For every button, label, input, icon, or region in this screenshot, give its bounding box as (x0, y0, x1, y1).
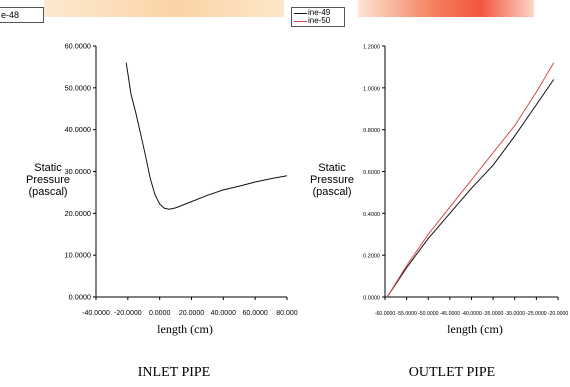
outlet-series-line-0 (386, 79, 555, 298)
inlet-ytick-label: 10.0000 (65, 251, 91, 260)
outlet-ytick-label: 0.8000 (363, 128, 380, 134)
right-x-axis-label: length (cm) (447, 322, 503, 336)
right-y-axis-label: Static Pressure (pascal) (302, 162, 362, 198)
right-ylabel-line-1: Static (318, 162, 346, 174)
right-ylabel-line-3: (pascal) (312, 186, 352, 198)
outlet-ytick-label: 1.2000 (363, 45, 380, 51)
inlet-xtick-label: 60.0000 (243, 310, 268, 317)
outlet-xtick-label: -25.0000 (526, 311, 547, 317)
outlet-xtick-label: -55.0000 (396, 311, 417, 317)
outlet-xtick-label: -50.0000 (418, 311, 439, 317)
outlet-series-line-1 (386, 62, 555, 298)
legend-swatch-ine-49 (294, 13, 307, 14)
inlet-ytick-label: 0.0000 (69, 293, 91, 302)
header-banner-left (44, 0, 284, 17)
outlet-ytick-label: 0.6000 (363, 170, 380, 176)
outlet-xtick-label: -35.0000 (483, 311, 504, 317)
legend-left-label: e-48 (1, 10, 20, 20)
inlet-xtick-label: 20.0000 (179, 310, 204, 317)
legend-item-ine-49: ine-49 (294, 9, 342, 17)
left-x-axis-label: length (cm) (157, 322, 213, 336)
inlet-ytick-label: 50.0000 (65, 83, 91, 92)
left-ylabel-line-3: (pascal) (28, 186, 68, 198)
left-ylabel-line-2: Pressure (25, 174, 71, 186)
outlet-xtick-label: -45.0000 (440, 311, 461, 317)
legend-label-ine-50: ine-50 (308, 16, 331, 25)
inlet-xtick-label: -40.0000 (82, 310, 110, 317)
legend-left: e-48 (0, 7, 44, 23)
legend-swatch-ine-50 (294, 21, 307, 22)
outlet-xtick-label: -40.0000 (461, 311, 482, 317)
inlet-xtick-label: 80.000 (276, 310, 298, 317)
inlet-ytick-label: 30.0000 (65, 167, 91, 176)
caption-inlet-pipe: INLET PIPE (137, 365, 211, 380)
header-banner-right (358, 0, 534, 17)
inlet-xtick-label: 0.0000 (149, 310, 171, 317)
outlet-xtick-label: -60.0000 (375, 311, 396, 317)
outlet-ytick-label: 0.4000 (363, 212, 380, 218)
inlet-series-line-0 (125, 62, 288, 210)
outlet-xtick-label: -30.0000 (505, 311, 526, 317)
legend-label-ine-49: ine-49 (308, 8, 331, 17)
outlet-ytick-label: 0.0000 (363, 296, 380, 302)
inlet-ytick-label: 20.0000 (65, 209, 91, 218)
legend-item-ine-50: ine-50 (294, 17, 342, 25)
inlet-ytick-label: 40.0000 (65, 125, 91, 134)
caption-outlet-pipe: OUTLET PIPE (408, 365, 496, 380)
inlet-xtick-label: -20.0000 (114, 310, 142, 317)
right-ylabel-line-2: Pressure (309, 174, 355, 186)
inlet-xtick-label: 40.0000 (211, 310, 236, 317)
left-y-axis-label: Static Pressure (pascal) (18, 162, 78, 198)
left-ylabel-line-1: Static (34, 162, 62, 174)
outlet-xtick-label: -20.0000 (548, 311, 569, 317)
inlet-ytick-label: 60.0000 (65, 42, 91, 51)
legend-right: ine-49 ine-50 (291, 7, 345, 27)
outlet-ytick-label: 0.2000 (363, 254, 380, 260)
outlet-ytick-label: 1.0000 (363, 86, 380, 92)
